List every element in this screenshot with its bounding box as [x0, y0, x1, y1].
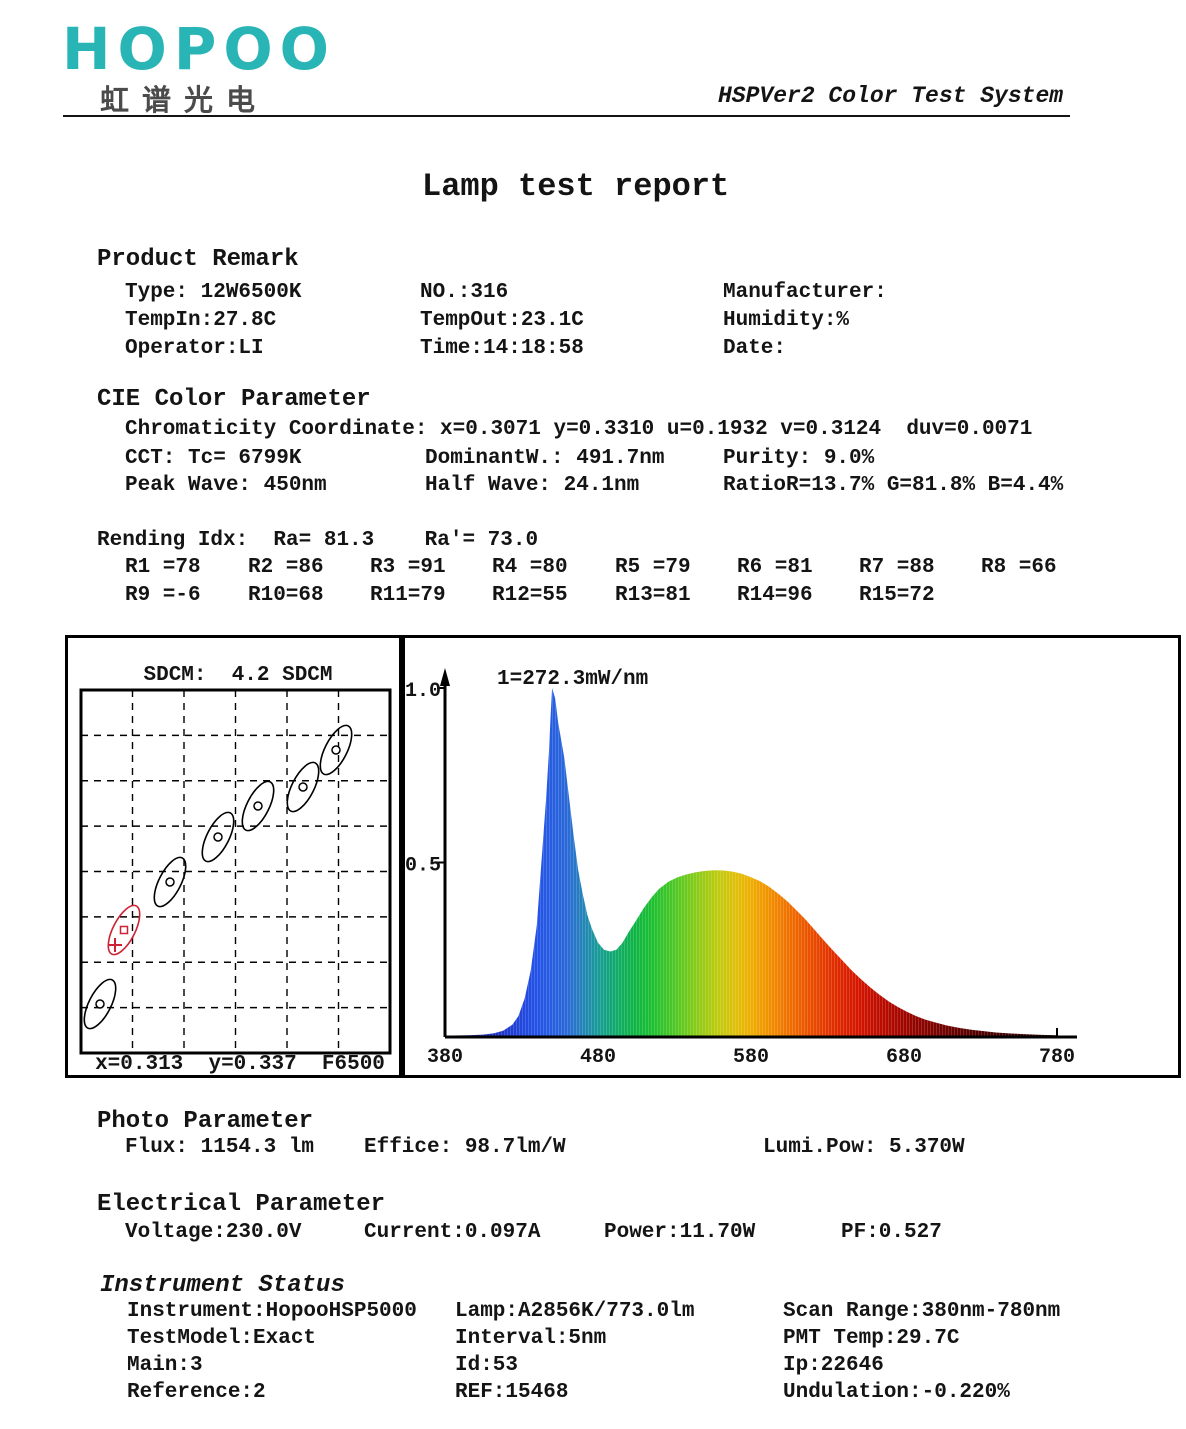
photo-value: Flux: 1154.3 lm [125, 1136, 315, 1159]
header-divider [63, 115, 1070, 117]
instrument-value: Main:3 [127, 1354, 203, 1377]
cie-value: Peak Wave: 450nm [125, 474, 327, 497]
product-remark-value: Date: [723, 337, 787, 360]
svg-text:SDCM: 4.2 SDCM: SDCM: 4.2 SDCM [143, 664, 332, 687]
svg-text:x=0.313 y=0.337 F6500: x=0.313 y=0.337 F6500 [95, 1053, 385, 1075]
instrument-value: PMT Temp:29.7C [783, 1327, 960, 1350]
product-remark-heading: Product Remark [97, 246, 299, 273]
cie-value: Purity: 9.0% [723, 447, 875, 470]
svg-text:1=272.3mW/nm: 1=272.3mW/nm [497, 668, 648, 691]
cri-value: R5 =79 [615, 556, 691, 579]
cri-value: R13=81 [615, 584, 691, 607]
instrument-value: Reference:2 [127, 1381, 266, 1404]
svg-text:1.0: 1.0 [405, 680, 441, 703]
svg-text:580: 580 [733, 1046, 769, 1069]
cie-heading: CIE Color Parameter [97, 386, 371, 413]
hopoo-logo: HOPOO [62, 15, 336, 83]
instrument-value: Undulation:-0.220% [783, 1381, 1010, 1404]
instrument-value: Lamp:A2856K/773.0lm [455, 1300, 695, 1323]
product-remark-value: Time:14:18:58 [420, 337, 584, 360]
product-remark-value: NO.:316 [420, 281, 509, 304]
cri-value: R3 =91 [370, 556, 446, 579]
svg-text:480: 480 [580, 1046, 616, 1069]
cri-value: R6 =81 [737, 556, 813, 579]
hopoo-logo-chinese: 虹谱光电 [100, 83, 269, 117]
instrument-value: Scan Range:380nm-780nm [783, 1300, 1061, 1323]
instrument-value: Id:53 [455, 1354, 519, 1377]
photo-parameter-heading: Photo Parameter [97, 1108, 314, 1135]
chromaticity-line: Chromaticity Coordinate: x=0.3071 y=0.33… [125, 418, 1033, 441]
photo-value: Effice: 98.7lm/W [364, 1136, 566, 1159]
product-remark-value: Manufacturer: [723, 281, 887, 304]
electrical-value: Power:11.70W [604, 1221, 756, 1244]
cri-value: R12=55 [492, 584, 568, 607]
cie-value: CCT: Tc= 6799K [125, 447, 302, 470]
cie-value: DominantW.: 491.7nm [425, 447, 665, 470]
spectrum-chart: 1.0 0.5 380 480 580 680 780 1=272.3mW/nm [405, 668, 1077, 1069]
system-name: HSPVer2 Color Test System [718, 83, 1064, 109]
cri-value: R4 =80 [492, 556, 568, 579]
instrument-value: REF:15468 [455, 1381, 569, 1404]
cri-value: R14=96 [737, 584, 813, 607]
product-remark-value: Humidity:% [723, 309, 850, 332]
electrical-value: Current:0.097A [364, 1221, 541, 1244]
cri-value: R1 =78 [125, 556, 201, 579]
cri-value: R8 =66 [981, 556, 1057, 579]
cri-value: R10=68 [248, 584, 324, 607]
instrument-value: Ip:22646 [783, 1354, 884, 1377]
electrical-value: PF:0.527 [841, 1221, 942, 1244]
cie-value: Half Wave: 24.1nm [425, 474, 640, 497]
report-title: Lamp test report [422, 168, 730, 205]
svg-text:680: 680 [886, 1046, 922, 1069]
cri-value: R11=79 [370, 584, 446, 607]
product-remark-value: TempOut:23.1C [420, 309, 584, 332]
svg-text:380: 380 [427, 1046, 463, 1069]
spectrum-chart-box: 1.0 0.5 380 480 580 680 780 1=272.3mW/nm [402, 635, 1181, 1078]
instrument-value: Interval:5nm [455, 1327, 607, 1350]
cie-value: RatioR=13.7% G=81.8% B=4.4% [723, 474, 1064, 497]
svg-text:780: 780 [1039, 1046, 1075, 1069]
instrument-value: Instrument:HopooHSP5000 [127, 1300, 417, 1323]
electrical-parameter-heading: Electrical Parameter [97, 1191, 386, 1218]
product-remark-value: Operator:LI [125, 337, 264, 360]
rendering-index-heading: Rending Idx: Ra= 81.3 Ra'= 73.0 [97, 529, 539, 552]
sdcm-chart: SDCM: 4.2 SDCM x=0.313 y=0.337 F6500 [79, 664, 392, 1076]
instrument-status-heading: Instrument Status [100, 1272, 345, 1299]
svg-text:0.5: 0.5 [405, 855, 441, 878]
cri-value: R15=72 [859, 584, 935, 607]
cri-value: R7 =88 [859, 556, 935, 579]
product-remark-value: TempIn:27.8C [125, 309, 277, 332]
sdcm-chart-box: SDCM: 4.2 SDCM x=0.313 y=0.337 F6500 [65, 635, 402, 1078]
photo-value: Lumi.Pow: 5.370W [763, 1136, 965, 1159]
cri-value: R2 =86 [248, 556, 324, 579]
electrical-value: Voltage:230.0V [125, 1221, 302, 1244]
instrument-value: TestModel:Exact [127, 1327, 317, 1350]
cri-value: R9 =-6 [125, 584, 201, 607]
product-remark-value: Type: 12W6500K [125, 281, 302, 304]
